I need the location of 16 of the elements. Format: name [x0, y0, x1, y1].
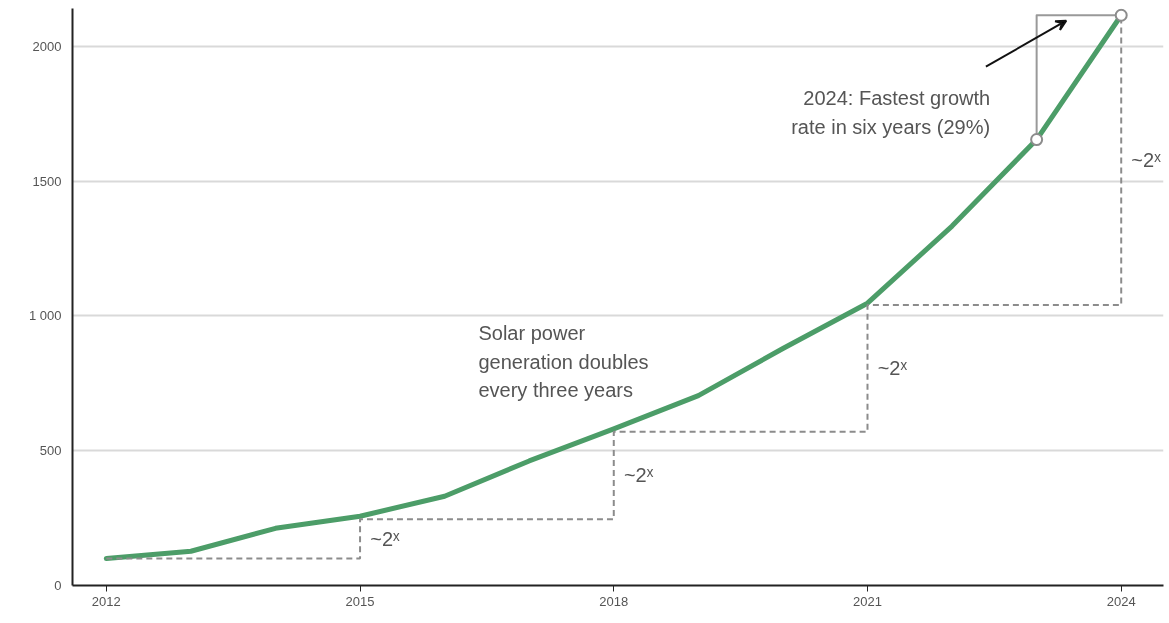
x-tick-label: 2024 — [1106, 593, 1136, 609]
annotation: ~2ˣ — [877, 357, 908, 380]
annotation: ~2ˣ — [1131, 149, 1162, 172]
y-tick-label: 2000 — [32, 38, 62, 54]
y-tick-label: 1500 — [32, 173, 62, 189]
annotation: 2024: Fastest growth rate in six years (29%) — [791, 87, 991, 138]
y-tick-label: 1 000 — [28, 308, 62, 324]
annotation: ~2ˣ — [623, 464, 654, 487]
x-tick-label: 2018 — [599, 593, 629, 609]
annotation: Solar power generation doubles every three years — [478, 322, 649, 402]
y-tick-label: 500 — [39, 443, 62, 459]
x-tick-label: 2012 — [91, 593, 121, 609]
y-tick-label: 0 — [54, 578, 62, 593]
annotation: ~2ˣ — [370, 527, 400, 550]
x-tick-label: 2021 — [853, 593, 882, 609]
x-tick-label: 2015 — [345, 593, 375, 609]
